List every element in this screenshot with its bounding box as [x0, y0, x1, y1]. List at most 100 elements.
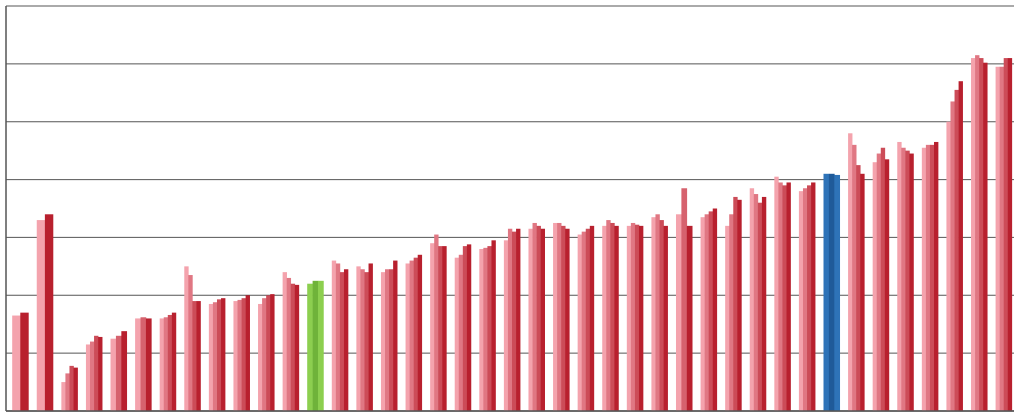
bar: [655, 214, 660, 411]
bar: [860, 173, 865, 411]
bar: [430, 243, 435, 411]
bar: [307, 283, 313, 411]
bar: [704, 214, 709, 411]
bar: [135, 318, 141, 411]
bar: [708, 211, 714, 411]
bar: [184, 266, 189, 411]
bar: [318, 280, 324, 411]
bar: [454, 257, 460, 411]
bar: [1003, 58, 1009, 411]
bar: [270, 294, 275, 411]
bar: [1007, 58, 1013, 411]
bar: [630, 222, 636, 411]
bar: [94, 335, 99, 411]
bar: [659, 220, 664, 411]
bar: [241, 298, 246, 411]
bar: [20, 312, 29, 411]
bar: [479, 249, 484, 411]
bar: [438, 246, 443, 411]
bar: [237, 299, 242, 411]
bar: [528, 228, 533, 411]
bar: [89, 341, 95, 411]
bar: [458, 254, 464, 411]
bar: [876, 153, 882, 412]
bar: [385, 269, 390, 411]
bar: [729, 214, 734, 411]
bar: [413, 257, 419, 411]
bar: [828, 173, 835, 411]
bar: [409, 260, 414, 411]
bar: [561, 225, 566, 411]
bar: [589, 225, 595, 411]
bar: [85, 344, 91, 411]
bar: [585, 228, 591, 411]
bar: [466, 244, 472, 411]
bar: [294, 284, 300, 411]
bar: [262, 298, 267, 411]
bar: [807, 185, 812, 411]
bar: [167, 314, 173, 411]
bar: [196, 301, 201, 411]
bar: [393, 260, 398, 411]
bar: [675, 214, 682, 411]
bar: [753, 194, 759, 411]
bar: [651, 217, 656, 411]
bar: [339, 272, 345, 411]
bar: [221, 298, 226, 411]
bar: [950, 101, 955, 412]
bar: [368, 263, 373, 411]
bar: [442, 246, 447, 411]
bar: [999, 66, 1005, 411]
bar: [852, 144, 857, 412]
bar: [516, 228, 521, 411]
bar: [532, 222, 537, 411]
bar: [208, 303, 214, 411]
bar: [507, 228, 513, 411]
bar: [848, 133, 853, 412]
bar: [897, 141, 902, 411]
bar: [462, 246, 468, 411]
bar: [512, 231, 517, 411]
bar: [954, 89, 959, 411]
bar: [663, 225, 668, 411]
bar: [290, 283, 296, 411]
bar: [811, 182, 816, 411]
bar: [995, 66, 1000, 411]
bar: [872, 162, 878, 411]
bar: [602, 225, 607, 411]
bar: [540, 228, 545, 411]
bar: [491, 240, 496, 411]
bar: [553, 222, 558, 411]
bar: [61, 382, 66, 411]
bar: [975, 55, 980, 412]
bar: [681, 188, 688, 411]
bar: [188, 275, 193, 411]
bar: [929, 144, 935, 412]
bar: [343, 269, 349, 411]
bar: [171, 312, 177, 411]
bar: [921, 147, 927, 411]
bar: [536, 225, 541, 411]
bar: [786, 182, 791, 411]
bar: [258, 303, 263, 411]
bar: [834, 174, 841, 411]
bar: [312, 280, 319, 411]
bar: [212, 302, 218, 411]
bar: [483, 247, 488, 411]
bar: [364, 272, 369, 411]
bar: [778, 182, 783, 411]
bar: [159, 318, 165, 411]
bar: [245, 295, 250, 411]
bar: [73, 367, 78, 411]
bar: [626, 225, 632, 411]
bar: [686, 225, 693, 411]
bar: [971, 58, 976, 411]
bar: [802, 188, 808, 411]
bar: [192, 301, 197, 411]
bar: [638, 225, 644, 411]
bar: [405, 263, 410, 411]
bar: [110, 338, 117, 411]
bar: [69, 365, 74, 411]
bar: [577, 234, 582, 411]
